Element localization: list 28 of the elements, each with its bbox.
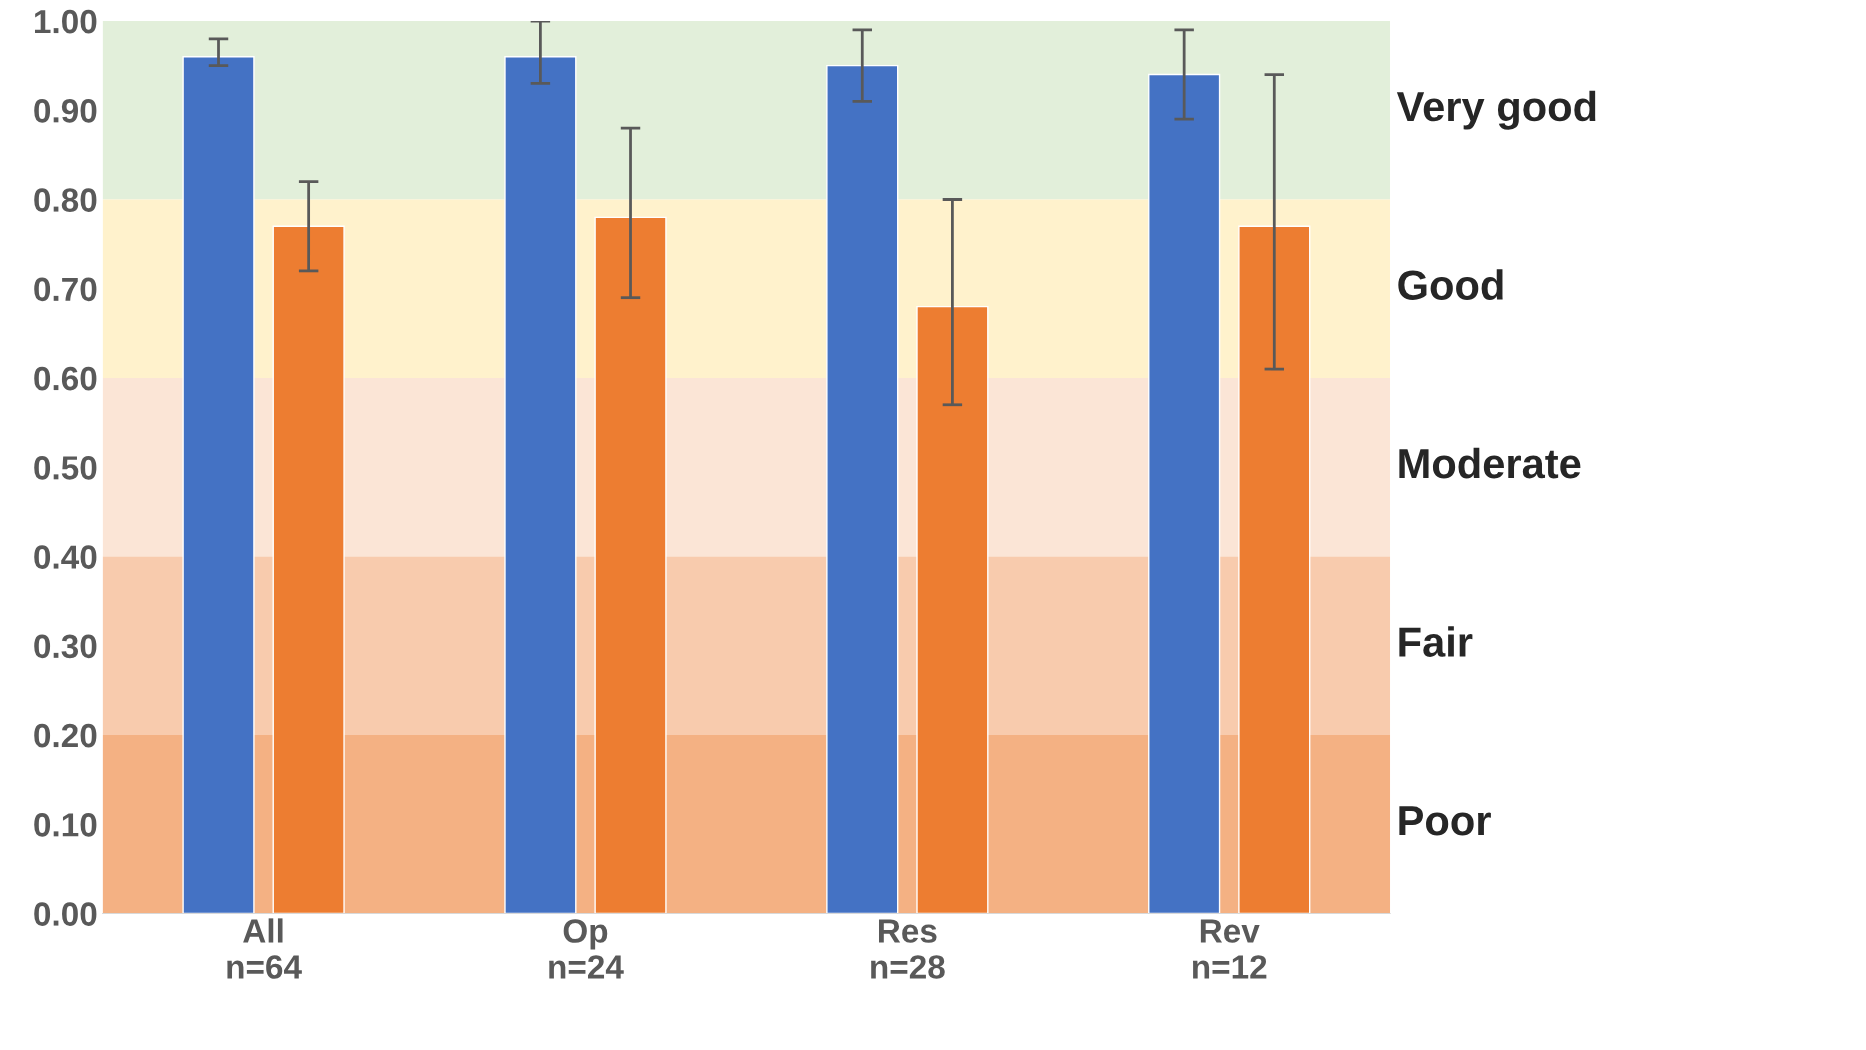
x-tick-label: Op n=24 <box>549 919 624 979</box>
bar <box>272 225 345 914</box>
band-label: Poor <box>1399 806 1491 836</box>
band-label: Moderate <box>1399 447 1581 479</box>
bar <box>1148 73 1221 914</box>
y-tick-label: 0.00 <box>34 902 97 926</box>
x-tick-label: Rev n=12 <box>1192 919 1267 979</box>
x-tick-label: All n=64 <box>227 918 302 979</box>
y-tick-label: 0.20 <box>34 723 97 748</box>
y-tick-label: 1.00 <box>35 9 97 34</box>
y-tick-label: 0.30 <box>34 634 97 659</box>
y-tick-label: 0.50 <box>34 456 97 480</box>
y-tick-label: 0.40 <box>34 545 97 569</box>
y-tick-label: 0.70 <box>34 277 97 302</box>
y-tick-label: 0.10 <box>34 813 97 837</box>
band-label: Very good <box>1396 90 1596 130</box>
bar <box>594 216 667 914</box>
bar <box>1238 225 1311 914</box>
y-tick-label: 0.90 <box>34 99 97 123</box>
bar <box>826 64 899 914</box>
bar <box>182 56 255 914</box>
x-tick-label: Res n=28 <box>871 919 945 979</box>
band-label: Fair <box>1399 626 1473 657</box>
y-tick-label: 0.80 <box>34 188 97 212</box>
bar <box>504 56 577 914</box>
bar <box>916 305 989 914</box>
y-tick-label: 0.60 <box>34 366 97 391</box>
band-label: Good <box>1398 269 1503 300</box>
